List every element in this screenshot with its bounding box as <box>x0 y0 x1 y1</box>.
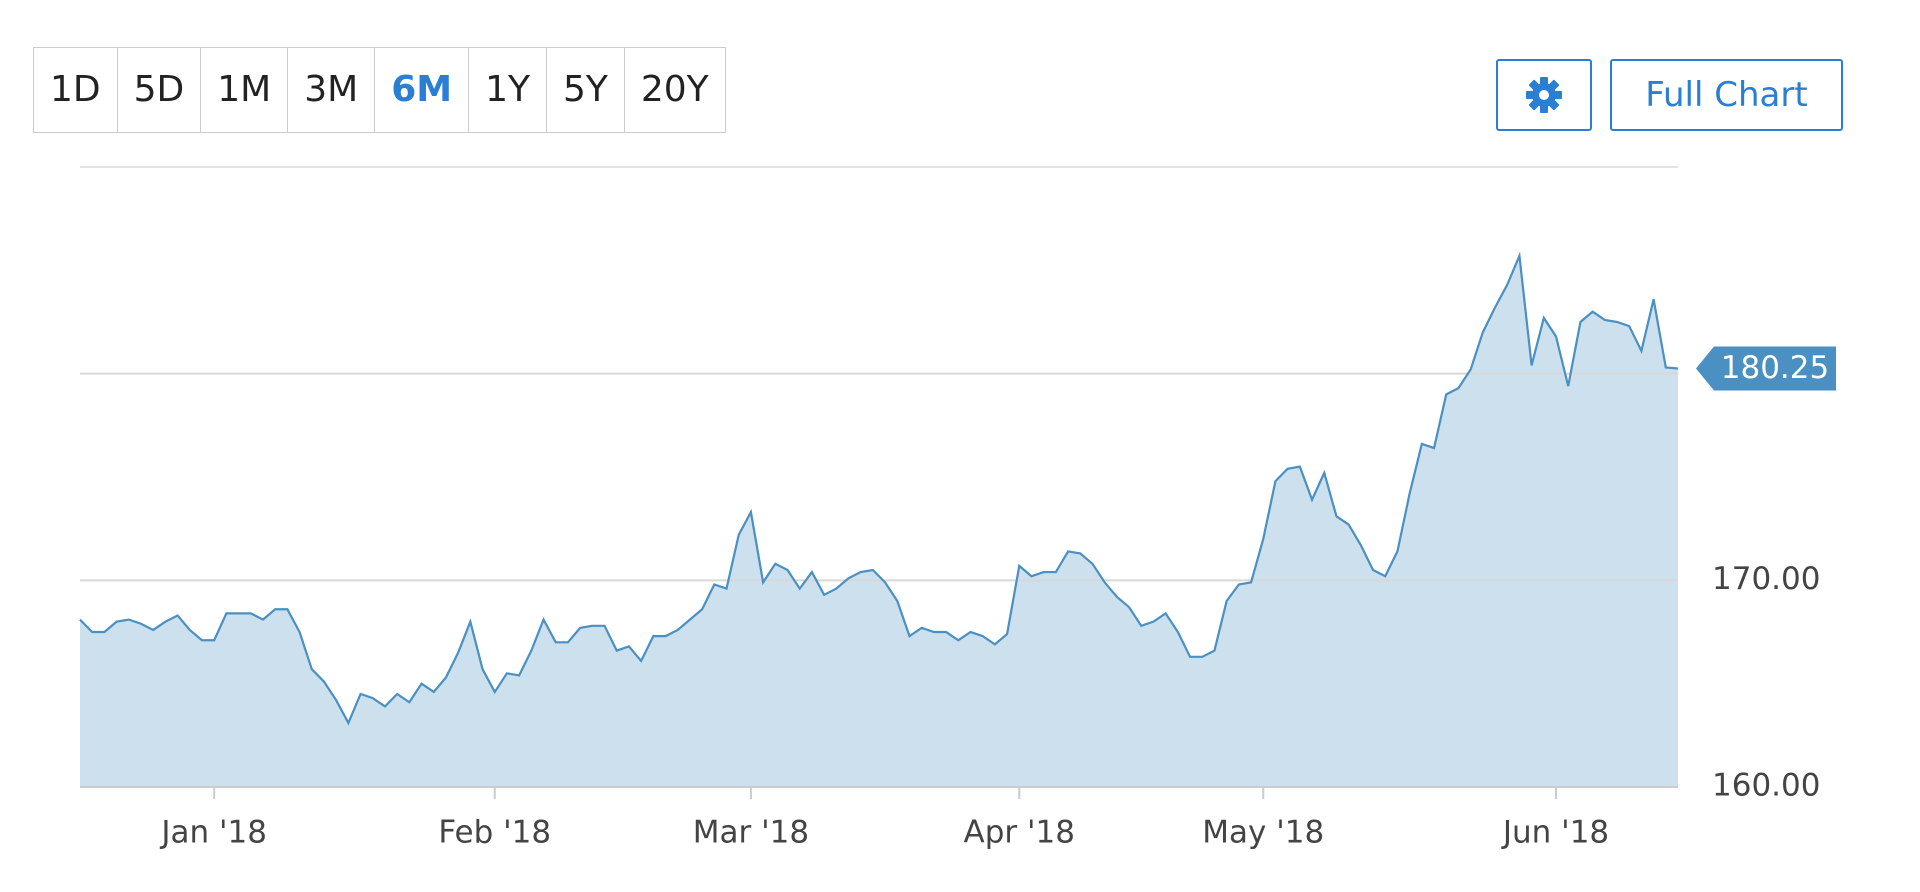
last-value-callout <box>1696 346 1836 391</box>
y-tick-label: 170.00 <box>1712 561 1820 597</box>
x-tick-label: Mar '18 <box>693 815 809 851</box>
range-button[interactable]: 1Y <box>468 48 546 132</box>
range-button[interactable]: 3M <box>287 48 374 132</box>
range-button[interactable]: 6M <box>374 48 468 132</box>
range-selector: 1D 5D 1M 3M 6M 1Y 5Y 20Y <box>33 47 726 133</box>
last-value-label: 180.25 <box>1721 350 1829 386</box>
y-tick-label: 160.00 <box>1712 768 1820 804</box>
x-tick-label: Feb '18 <box>438 815 551 851</box>
range-button[interactable]: 1D <box>50 69 101 110</box>
gear-icon <box>1526 77 1562 113</box>
x-tick-label: Apr '18 <box>964 815 1075 851</box>
area-fill <box>80 255 1678 787</box>
range-button[interactable]: 5D <box>116 48 201 132</box>
x-tick-label: Jun '18 <box>1501 815 1609 851</box>
settings-button[interactable] <box>1496 59 1592 131</box>
full-chart-button[interactable]: Full Chart <box>1610 59 1843 131</box>
price-line <box>79 251 1679 726</box>
range-button[interactable]: 1M <box>200 48 287 132</box>
x-tick-label: May '18 <box>1202 815 1324 851</box>
range-button[interactable]: 20Y <box>623 48 725 132</box>
x-tick-label: Jan '18 <box>159 815 267 851</box>
range-button[interactable]: 5Y <box>545 48 624 132</box>
